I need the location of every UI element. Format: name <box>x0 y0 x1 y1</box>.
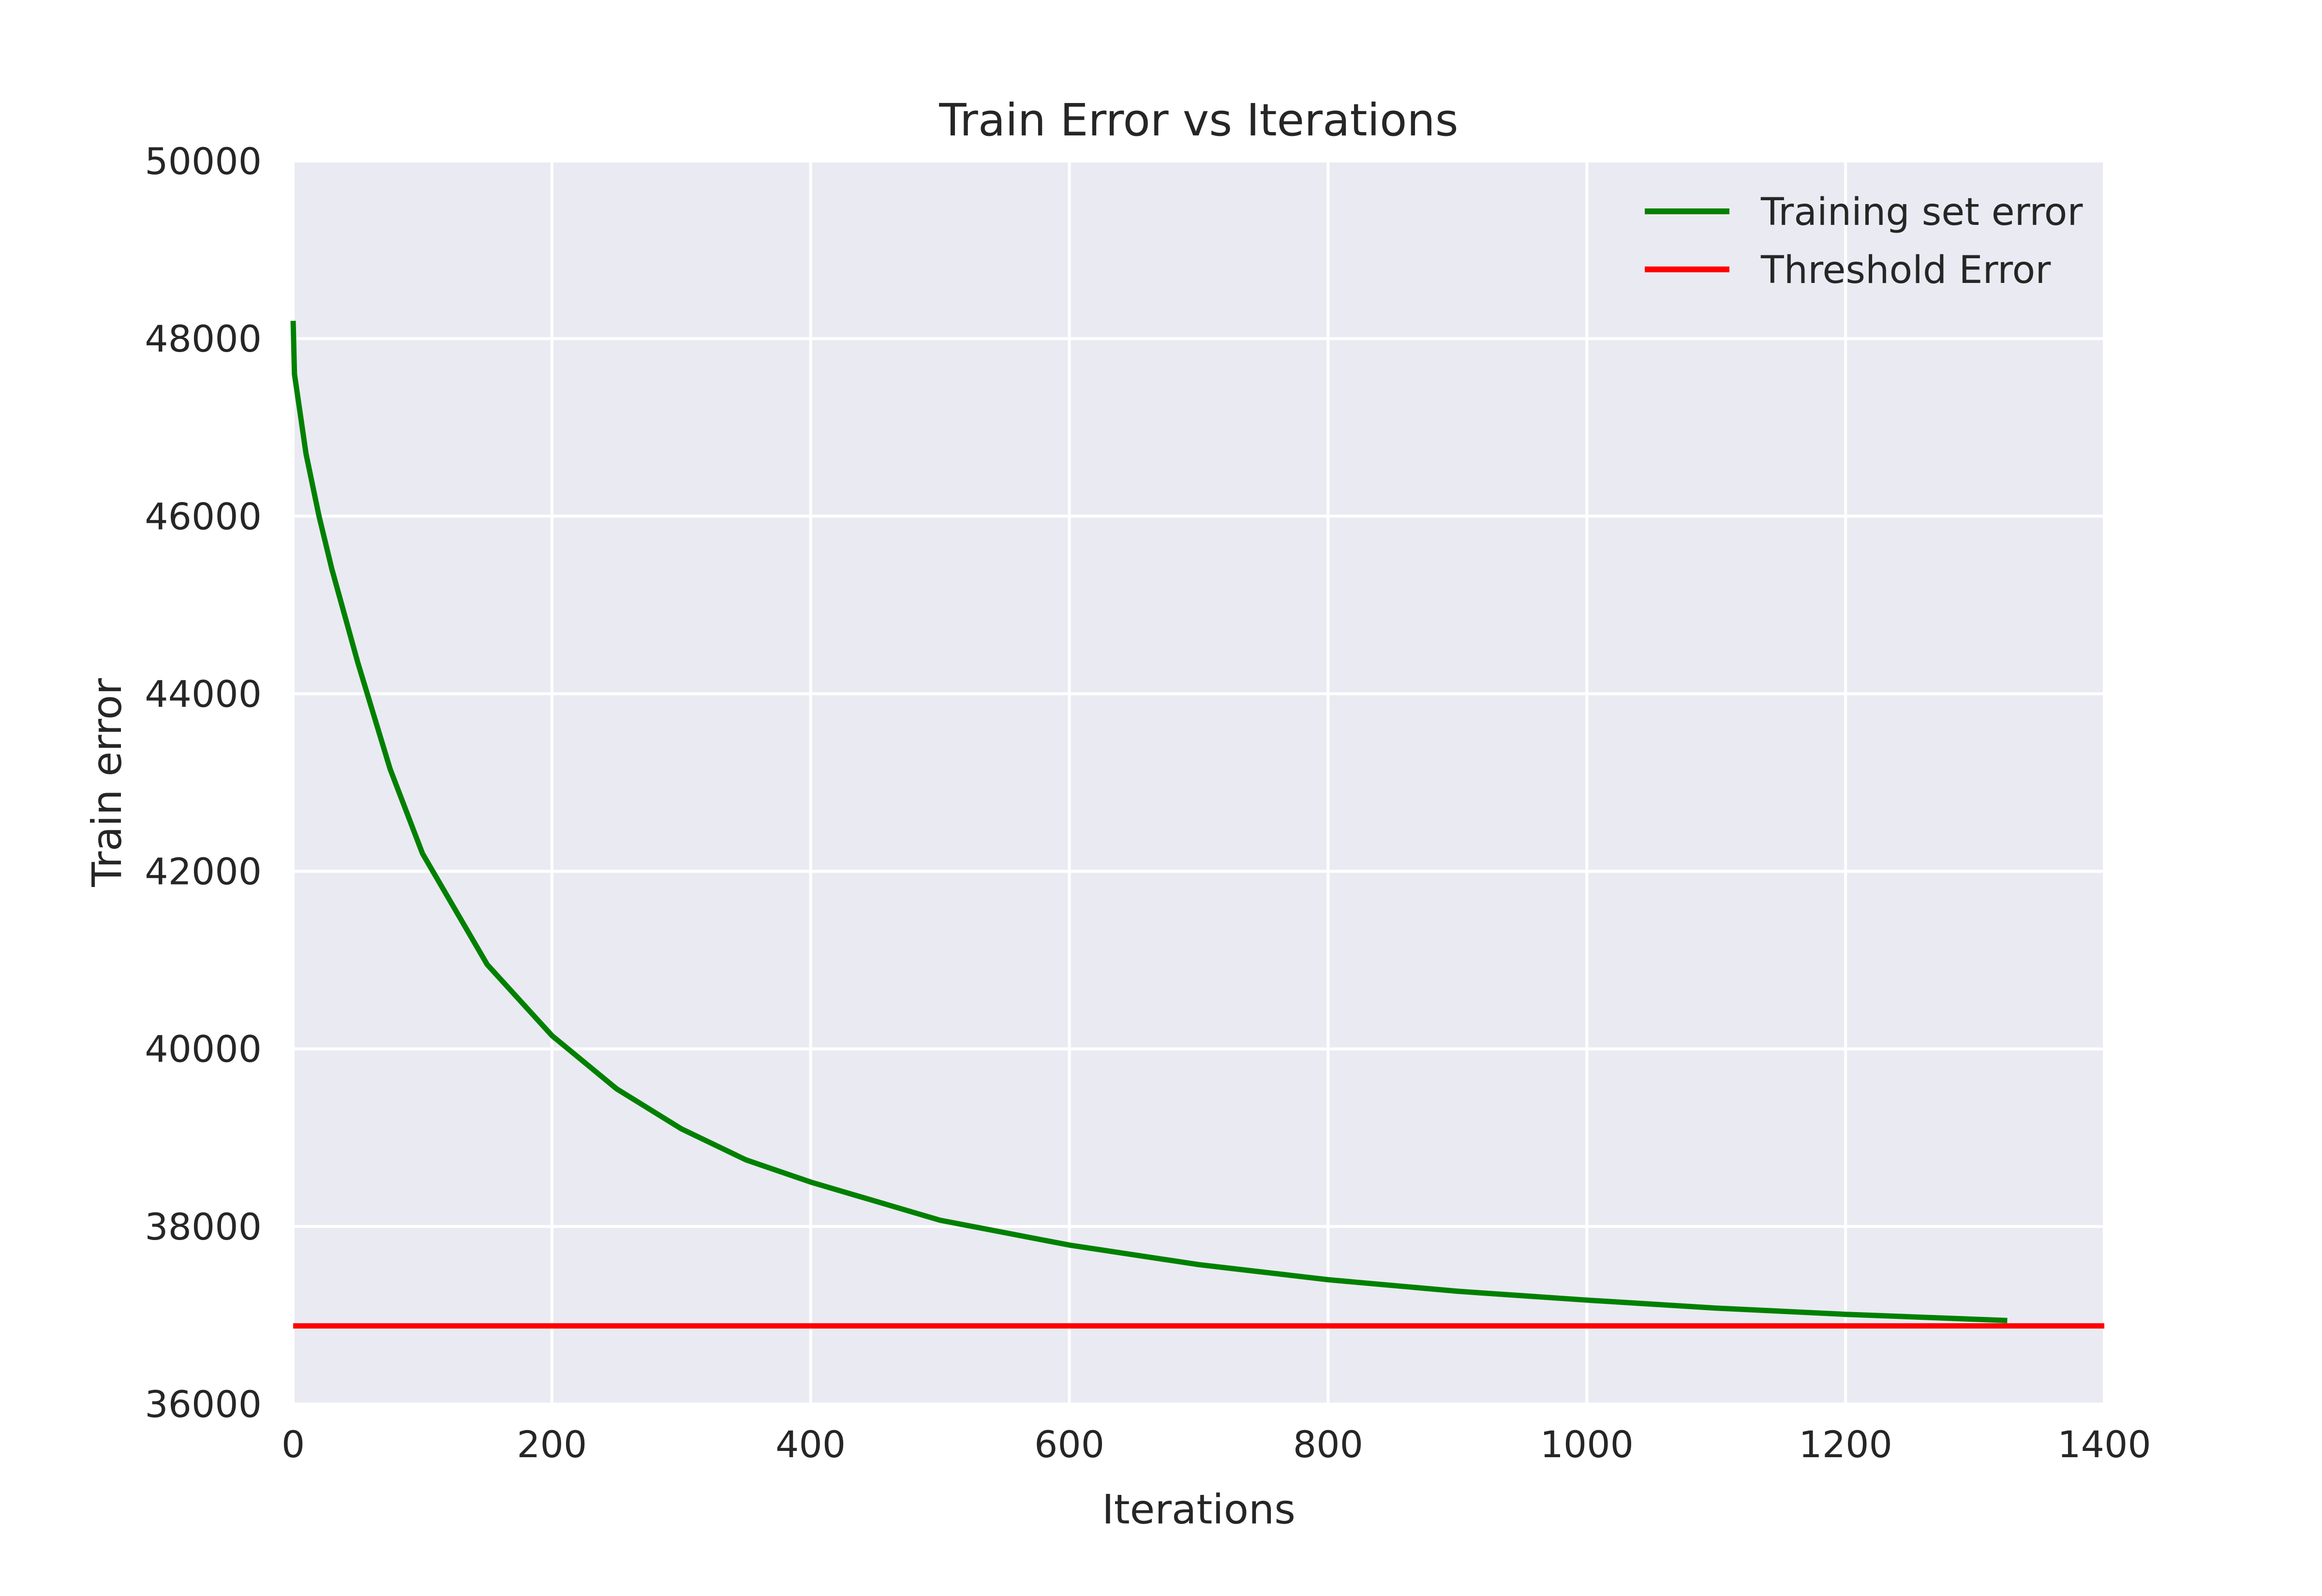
y-tick-label: 40000 <box>145 1028 262 1071</box>
x-tick-labels: 0 200 400 600 800 1000 1200 1400 <box>282 1423 2151 1466</box>
x-tick-label: 0 <box>282 1423 305 1466</box>
legend-label-threshold: Threshold Error <box>1760 249 2051 292</box>
y-tick-label: 46000 <box>145 495 262 538</box>
x-tick-label: 1000 <box>1540 1423 1634 1466</box>
x-tick-label: 600 <box>1034 1423 1104 1466</box>
x-axis-label: Iterations <box>1102 1486 1295 1533</box>
legend: Training set error Threshold Error <box>1645 191 2083 292</box>
y-tick-label: 44000 <box>145 672 262 715</box>
y-tick-label: 42000 <box>145 850 262 893</box>
y-axis-label: Train error <box>83 678 131 887</box>
legend-label-training: Training set error <box>1760 191 2083 234</box>
chart-title: Train Error vs Iterations <box>938 94 1458 146</box>
x-gridlines <box>292 161 2106 1404</box>
x-tick-label: 800 <box>1293 1423 1363 1466</box>
y-tick-label: 48000 <box>145 317 262 360</box>
x-tick-label: 1200 <box>1799 1423 1892 1466</box>
y-tick-labels: 36000 38000 40000 42000 44000 46000 48000 50000 <box>145 140 262 1426</box>
y-gridlines <box>293 160 2104 1405</box>
x-tick-label: 1400 <box>2057 1423 2151 1466</box>
y-tick-label: 50000 <box>145 140 262 183</box>
x-tick-label: 200 <box>517 1423 587 1466</box>
x-tick-label: 400 <box>775 1423 846 1466</box>
series-line-training-set-error <box>290 321 2008 1323</box>
series-layer <box>290 321 2104 1329</box>
y-tick-label: 38000 <box>145 1205 262 1248</box>
plot-background <box>293 161 2104 1404</box>
y-tick-label: 36000 <box>145 1383 262 1426</box>
